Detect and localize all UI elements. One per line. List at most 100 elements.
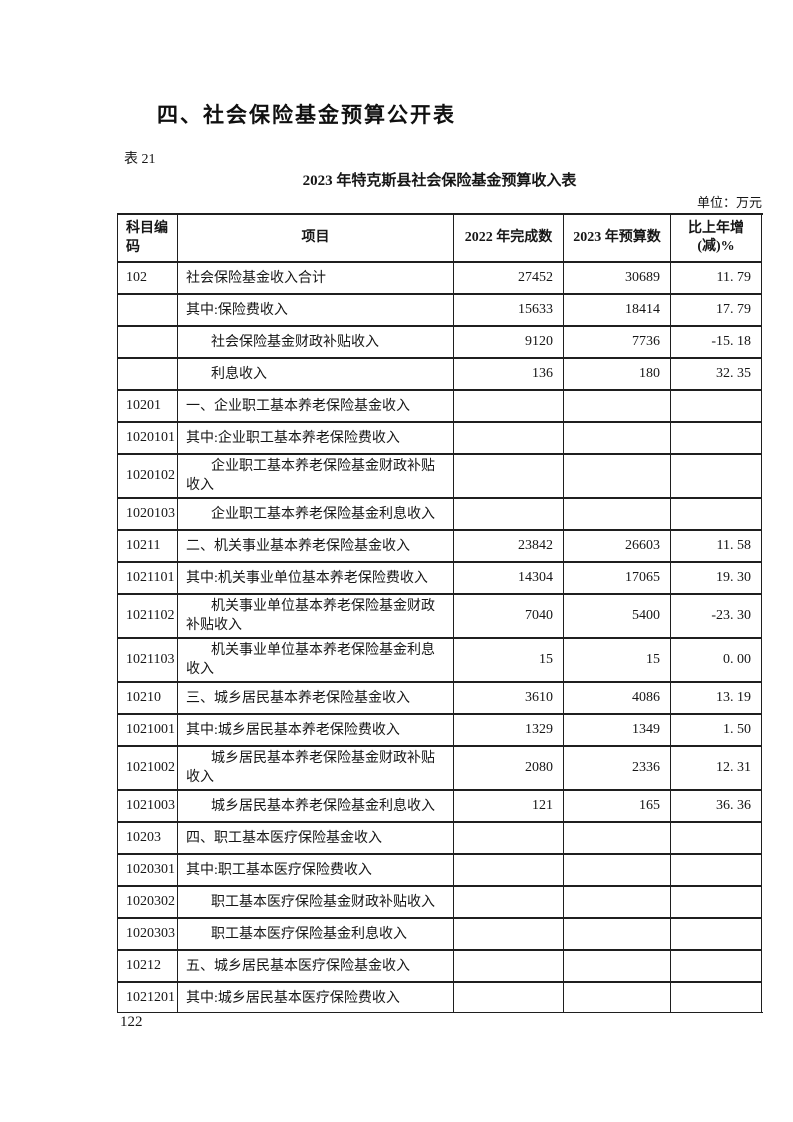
cell-2023: 30689 bbox=[564, 263, 671, 295]
item-line1: 职工基本医疗保险基金财政补贴收入 bbox=[211, 894, 435, 910]
cell-2023: 2336 bbox=[564, 747, 671, 791]
cell-2023 bbox=[564, 983, 671, 1012]
table-row: 102 社会保险基金收入合计 27452 30689 11. 79 bbox=[118, 263, 763, 295]
cell-pct bbox=[671, 951, 762, 983]
item-line1: 其中:机关事业单位基本养老保险费收入 bbox=[186, 570, 428, 586]
cell-2023: 18414 bbox=[564, 295, 671, 327]
item-line1: 企业职工基本养老保险基金财政补贴 bbox=[211, 459, 435, 474]
item-line1: 一、企业职工基本养老保险基金收入 bbox=[186, 398, 410, 414]
cell-code: 1020301 bbox=[118, 855, 178, 887]
item-line1: 其中:职工基本医疗保险费收入 bbox=[186, 862, 372, 878]
budget-table-wrapper: 科目编码 项目 2022 年完成数 2023 年预算数 比上年增 (减)% 10… bbox=[117, 213, 763, 1013]
cell-item: 机关事业单位基本养老保险基金财政补贴收入 bbox=[178, 595, 454, 639]
cell-pct: 12. 31 bbox=[671, 747, 762, 791]
cell-2023: 4086 bbox=[564, 683, 671, 715]
cell-code: 10203 bbox=[118, 823, 178, 855]
item-line1: 利息收入 bbox=[211, 366, 267, 382]
table-header-row: 科目编码 项目 2022 年完成数 2023 年预算数 比上年增 (减)% bbox=[118, 215, 763, 263]
cell-pct: 36. 36 bbox=[671, 791, 762, 823]
table-row: 10203 四、职工基本医疗保险基金收入 bbox=[118, 823, 763, 855]
cell-code bbox=[118, 327, 178, 359]
cell-code: 1021001 bbox=[118, 715, 178, 747]
cell-2022: 121 bbox=[454, 791, 564, 823]
cell-2022: 15633 bbox=[454, 295, 564, 327]
cell-pct bbox=[671, 499, 762, 531]
cell-2023 bbox=[564, 855, 671, 887]
cell-2023 bbox=[564, 499, 671, 531]
cell-2022: 23842 bbox=[454, 531, 564, 563]
cell-pct bbox=[671, 391, 762, 423]
table-row: 其中:保险费收入 15633 18414 17. 79 bbox=[118, 295, 763, 327]
cell-2023 bbox=[564, 951, 671, 983]
cell-item: 其中:职工基本医疗保险费收入 bbox=[178, 855, 454, 887]
table-row: 利息收入 136 180 32. 35 bbox=[118, 359, 763, 391]
col-header-2023: 2023 年预算数 bbox=[564, 215, 671, 263]
cell-pct: -15. 18 bbox=[671, 327, 762, 359]
cell-2022: 27452 bbox=[454, 263, 564, 295]
cell-item: 其中:机关事业单位基本养老保险费收入 bbox=[178, 563, 454, 595]
table-row: 1020102 企业职工基本养老保险基金财政补贴 收入 bbox=[118, 455, 763, 499]
table-row: 1021001 其中:城乡居民基本养老保险费收入 1329 1349 1. 50 bbox=[118, 715, 763, 747]
cell-2022 bbox=[454, 887, 564, 919]
cell-2023: 180 bbox=[564, 359, 671, 391]
cell-item: 一、企业职工基本养老保险基金收入 bbox=[178, 391, 454, 423]
col-header-pct-line1: 比上年增 bbox=[688, 221, 744, 236]
cell-code: 1020303 bbox=[118, 919, 178, 951]
col-header-pct: 比上年增 (减)% bbox=[671, 215, 762, 263]
cell-pct: 1. 50 bbox=[671, 715, 762, 747]
cell-pct bbox=[671, 455, 762, 499]
cell-2023: 7736 bbox=[564, 327, 671, 359]
cell-pct bbox=[671, 919, 762, 951]
cell-pct: 32. 35 bbox=[671, 359, 762, 391]
table-row: 1020103 企业职工基本养老保险基金利息收入 bbox=[118, 499, 763, 531]
item-line1: 三、城乡居民基本养老保险基金收入 bbox=[186, 690, 410, 706]
cell-item: 企业职工基本养老保险基金利息收入 bbox=[178, 499, 454, 531]
cell-code bbox=[118, 295, 178, 327]
item-line1: 机关事业单位基本养老保险基金利息 bbox=[211, 643, 435, 658]
cell-code: 102 bbox=[118, 263, 178, 295]
cell-code: 1020302 bbox=[118, 887, 178, 919]
cell-item: 利息收入 bbox=[178, 359, 454, 391]
cell-pct bbox=[671, 423, 762, 455]
budget-table: 科目编码 项目 2022 年完成数 2023 年预算数 比上年增 (减)% 10… bbox=[117, 213, 763, 1012]
cell-2023 bbox=[564, 887, 671, 919]
cell-2022: 2080 bbox=[454, 747, 564, 791]
table-row: 1020303 职工基本医疗保险基金利息收入 bbox=[118, 919, 763, 951]
cell-2023: 26603 bbox=[564, 531, 671, 563]
cell-item: 社会保险基金财政补贴收入 bbox=[178, 327, 454, 359]
cell-code: 1021102 bbox=[118, 595, 178, 639]
col-header-code: 科目编码 bbox=[118, 215, 178, 263]
cell-code: 10212 bbox=[118, 951, 178, 983]
col-header-2022: 2022 年完成数 bbox=[454, 215, 564, 263]
cell-2022: 7040 bbox=[454, 595, 564, 639]
cell-code: 1020102 bbox=[118, 455, 178, 499]
cell-2022 bbox=[454, 423, 564, 455]
cell-2023 bbox=[564, 423, 671, 455]
cell-code: 1020101 bbox=[118, 423, 178, 455]
col-header-item: 项目 bbox=[178, 215, 454, 263]
cell-pct bbox=[671, 983, 762, 1012]
cell-2022: 1329 bbox=[454, 715, 564, 747]
cell-2022 bbox=[454, 823, 564, 855]
cell-item: 职工基本医疗保险基金利息收入 bbox=[178, 919, 454, 951]
cell-2023 bbox=[564, 455, 671, 499]
item-line1: 机关事业单位基本养老保险基金财政 bbox=[211, 599, 435, 614]
item-line2: 补贴收入 bbox=[186, 618, 242, 633]
item-line1: 其中:企业职工基本养老保险费收入 bbox=[186, 430, 400, 446]
cell-pct: -23. 30 bbox=[671, 595, 762, 639]
cell-item: 其中:城乡居民基本医疗保险费收入 bbox=[178, 983, 454, 1012]
cell-item: 四、职工基本医疗保险基金收入 bbox=[178, 823, 454, 855]
cell-code: 1021101 bbox=[118, 563, 178, 595]
cell-item: 五、城乡居民基本医疗保险基金收入 bbox=[178, 951, 454, 983]
cell-2022 bbox=[454, 919, 564, 951]
cell-item: 企业职工基本养老保险基金财政补贴 收入 bbox=[178, 455, 454, 499]
cell-item: 二、机关事业基本养老保险基金收入 bbox=[178, 531, 454, 563]
cell-item: 其中:企业职工基本养老保险费收入 bbox=[178, 423, 454, 455]
cell-2022: 136 bbox=[454, 359, 564, 391]
unit-note: 单位：万元 bbox=[696, 195, 762, 210]
item-line1: 二、机关事业基本养老保险基金收入 bbox=[186, 538, 410, 554]
cell-code: 1020103 bbox=[118, 499, 178, 531]
cell-2022 bbox=[454, 455, 564, 499]
section-heading: 四、社会保险基金预算公开表 bbox=[157, 103, 456, 127]
cell-pct: 17. 79 bbox=[671, 295, 762, 327]
